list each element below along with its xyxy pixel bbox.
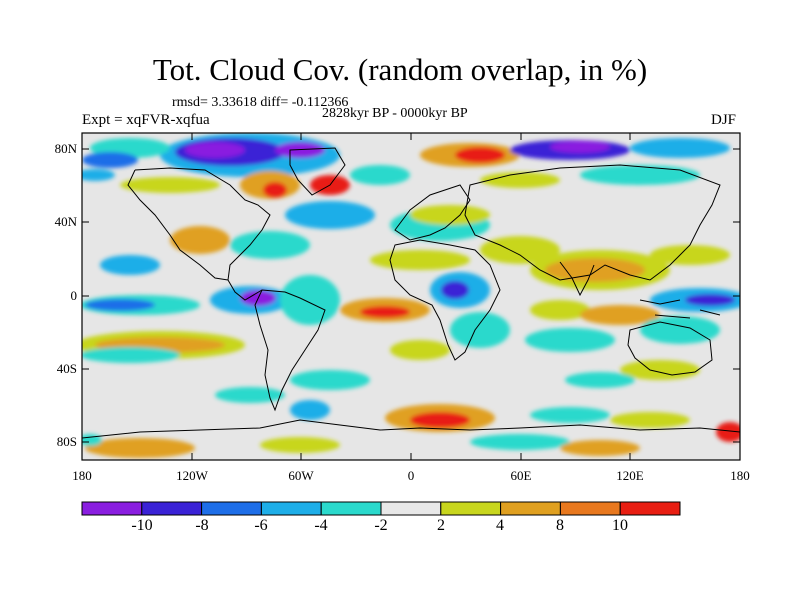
colorbar-swatch: [500, 501, 561, 516]
lon-label: 120W: [176, 468, 208, 483]
lon-label: 180: [730, 468, 750, 483]
colorbar-swatch: [559, 501, 621, 516]
lat-label: 0: [70, 288, 78, 303]
colorbar-label: -2: [374, 517, 388, 534]
colorbar-label: -8: [195, 517, 209, 534]
lat-label: 40S: [56, 361, 77, 376]
lon-label: 60E: [510, 468, 532, 483]
colorbar-label: 8: [556, 517, 564, 534]
lat-label: 80S: [56, 434, 77, 449]
period-text: 2828kyr BP - 0000kyr BP: [322, 106, 468, 121]
colorbar-label: -4: [314, 517, 328, 534]
map-title: Tot. Cloud Cov. (random overlap, in %): [152, 52, 648, 87]
lat-label: 40N: [54, 214, 77, 229]
colorbar-swatch: [320, 501, 382, 516]
colorbar-label: 4: [496, 517, 504, 534]
colorbar-label: -10: [131, 517, 153, 534]
lon-label: 180: [72, 468, 92, 483]
axis-ticks: [81, 133, 741, 460]
colorbar-swatch: [440, 501, 502, 516]
experiment-label: Expt = xqFVR-xqfua: [82, 112, 210, 128]
lon-label: 120E: [616, 468, 644, 483]
lat-label: 80N: [54, 141, 77, 156]
coastlines: [82, 147, 740, 439]
colorbar-swatch: [201, 501, 262, 516]
lon-label: 60W: [288, 468, 314, 483]
season-label: DJF: [711, 112, 737, 128]
colorbar-swatch: [260, 501, 322, 516]
colorbar-label: -6: [254, 517, 268, 534]
colorbar-swatch: [380, 501, 442, 516]
colorbar-swatch: [141, 501, 203, 516]
stats-text: rmsd= 3.33618 diff= -0.112366: [172, 95, 349, 110]
colorbar-label: 10: [612, 517, 628, 534]
colorbar-swatch: [619, 501, 681, 516]
anomaly-field: [82, 133, 740, 460]
colorbar: [81, 501, 681, 516]
colorbar-label: 2: [437, 517, 445, 534]
lon-label: 0: [407, 468, 415, 483]
colorbar-swatch: [81, 501, 143, 516]
